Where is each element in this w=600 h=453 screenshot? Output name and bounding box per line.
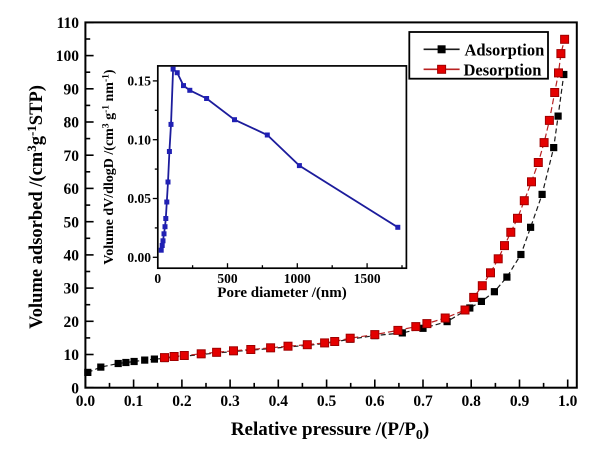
svg-text:0.0: 0.0 — [76, 393, 96, 410]
svg-text:Volume dV/dlogD /(cm3 g-1 nm-1: Volume dV/dlogD /(cm3 g-1 nm-1) — [102, 69, 118, 264]
svg-text:1500: 1500 — [354, 271, 381, 286]
svg-text:0.7: 0.7 — [413, 393, 433, 410]
svg-text:10: 10 — [64, 347, 80, 364]
svg-text:0: 0 — [154, 271, 161, 286]
svg-text:100: 100 — [56, 48, 80, 65]
svg-text:0.6: 0.6 — [365, 393, 385, 410]
svg-text:0.9: 0.9 — [510, 393, 530, 410]
svg-text:0.3: 0.3 — [220, 393, 240, 410]
svg-text:0: 0 — [71, 380, 79, 397]
svg-text:0.05: 0.05 — [127, 191, 151, 206]
svg-text:110: 110 — [57, 15, 80, 32]
svg-text:Adsorption: Adsorption — [465, 40, 545, 59]
svg-text:0.00: 0.00 — [127, 250, 151, 265]
svg-text:80: 80 — [64, 115, 80, 132]
svg-text:500: 500 — [217, 271, 238, 286]
svg-text:Volume adsorbed /(cm3g-1STP): Volume adsorbed /(cm3g-1STP) — [24, 85, 47, 329]
svg-text:Pore diameter /(nm): Pore diameter /(nm) — [217, 285, 346, 301]
svg-text:1000: 1000 — [284, 271, 311, 286]
svg-text:90: 90 — [64, 81, 80, 98]
svg-text:Desorption: Desorption — [464, 60, 542, 79]
svg-text:0.2: 0.2 — [172, 393, 192, 410]
svg-text:60: 60 — [64, 181, 80, 198]
svg-text:40: 40 — [64, 248, 80, 265]
svg-text:Relative pressure /(P/P0): Relative pressure /(P/P0) — [231, 419, 429, 443]
svg-text:20: 20 — [64, 314, 80, 331]
svg-text:30: 30 — [64, 281, 80, 298]
svg-text:0.15: 0.15 — [127, 74, 151, 89]
svg-text:1.0: 1.0 — [558, 393, 578, 410]
svg-text:0.1: 0.1 — [124, 393, 143, 410]
svg-text:50: 50 — [64, 214, 80, 231]
svg-text:0.8: 0.8 — [462, 393, 482, 410]
svg-text:70: 70 — [64, 148, 80, 165]
svg-text:0.5: 0.5 — [317, 393, 337, 410]
svg-text:0.4: 0.4 — [269, 393, 289, 410]
svg-text:0.10: 0.10 — [127, 132, 151, 147]
